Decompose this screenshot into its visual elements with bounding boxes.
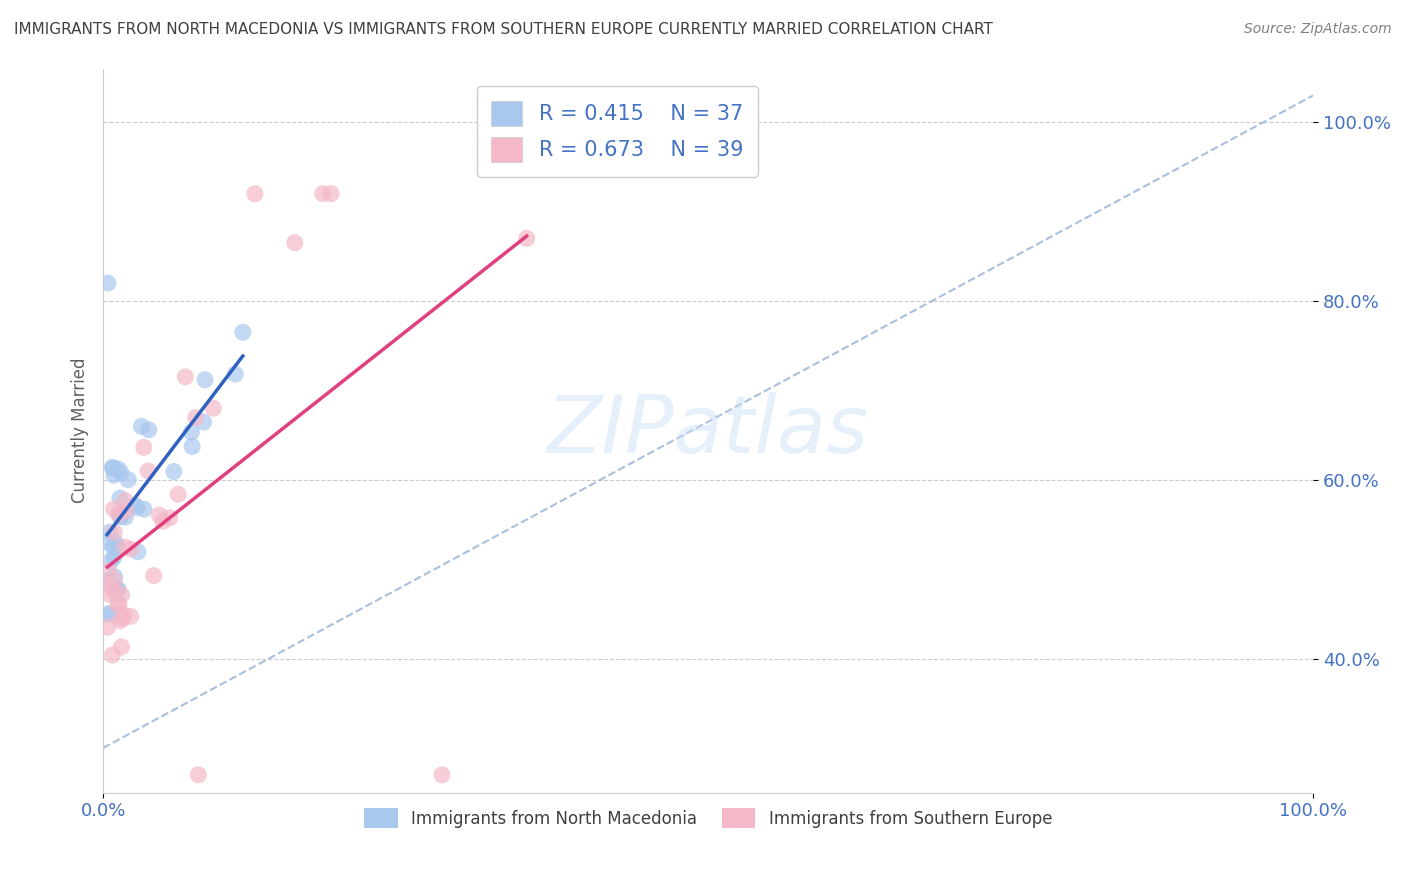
Point: [124, 499, 146, 513]
Point: [97, 607, 120, 621]
Point: [243, 186, 266, 201]
Point: [107, 582, 129, 597]
Point: [101, 541, 124, 555]
Point: [98, 525, 121, 540]
Point: [110, 466, 132, 480]
Point: [96, 578, 118, 592]
Point: [117, 473, 139, 487]
Point: [110, 509, 132, 524]
Point: [202, 401, 225, 416]
Point: [132, 441, 155, 455]
Point: [97, 574, 120, 588]
Point: [111, 611, 134, 625]
Point: [174, 370, 197, 384]
Point: [136, 464, 159, 478]
Text: ZIPatlas: ZIPatlas: [547, 392, 869, 469]
Point: [120, 542, 142, 557]
Point: [114, 493, 136, 508]
Point: [127, 500, 149, 515]
Point: [97, 564, 120, 578]
Point: [187, 768, 209, 782]
Point: [105, 540, 128, 554]
Point: [104, 535, 127, 549]
Point: [100, 554, 122, 568]
Text: Source: ZipAtlas.com: Source: ZipAtlas.com: [1244, 22, 1392, 37]
Point: [193, 415, 215, 429]
Point: [110, 614, 132, 628]
Point: [107, 462, 129, 476]
Point: [131, 419, 153, 434]
Point: [112, 607, 135, 622]
Point: [103, 461, 125, 475]
Point: [111, 588, 134, 602]
Point: [110, 640, 132, 654]
Point: [110, 509, 132, 524]
Point: [163, 465, 186, 479]
Point: [224, 367, 246, 381]
Y-axis label: Currently Married: Currently Married: [72, 358, 89, 503]
Point: [108, 491, 131, 505]
Point: [97, 276, 120, 290]
Point: [103, 583, 125, 598]
Point: [105, 582, 128, 596]
Point: [114, 503, 136, 517]
Point: [184, 410, 207, 425]
Point: [142, 568, 165, 582]
Point: [103, 502, 125, 516]
Point: [138, 423, 160, 437]
Point: [194, 373, 217, 387]
Point: [96, 620, 118, 634]
Text: IMMIGRANTS FROM NORTH MACEDONIA VS IMMIGRANTS FROM SOUTHERN EUROPE CURRENTLY MAR: IMMIGRANTS FROM NORTH MACEDONIA VS IMMIG…: [14, 22, 993, 37]
Point: [232, 326, 254, 340]
Point: [103, 468, 125, 483]
Point: [98, 588, 121, 602]
Point: [167, 487, 190, 501]
Point: [148, 508, 170, 522]
Point: [120, 609, 142, 624]
Point: [132, 502, 155, 516]
Point: [114, 510, 136, 524]
Point: [319, 186, 342, 201]
Point: [180, 425, 202, 439]
Point: [181, 440, 204, 454]
Point: [107, 508, 129, 522]
Point: [114, 540, 136, 554]
Point: [516, 231, 538, 245]
Point: [100, 607, 122, 621]
Point: [96, 535, 118, 549]
Point: [152, 514, 174, 528]
Point: [103, 525, 125, 540]
Point: [430, 768, 453, 782]
Point: [127, 545, 149, 559]
Point: [284, 235, 307, 250]
Point: [103, 569, 125, 583]
Point: [103, 550, 125, 565]
Point: [108, 597, 131, 611]
Legend: Immigrants from North Macedonia, Immigrants from Southern Europe: Immigrants from North Macedonia, Immigra…: [357, 801, 1059, 835]
Point: [103, 573, 125, 587]
Point: [159, 510, 181, 524]
Point: [107, 598, 129, 612]
Point: [312, 186, 335, 201]
Point: [101, 460, 124, 475]
Point: [101, 648, 124, 662]
